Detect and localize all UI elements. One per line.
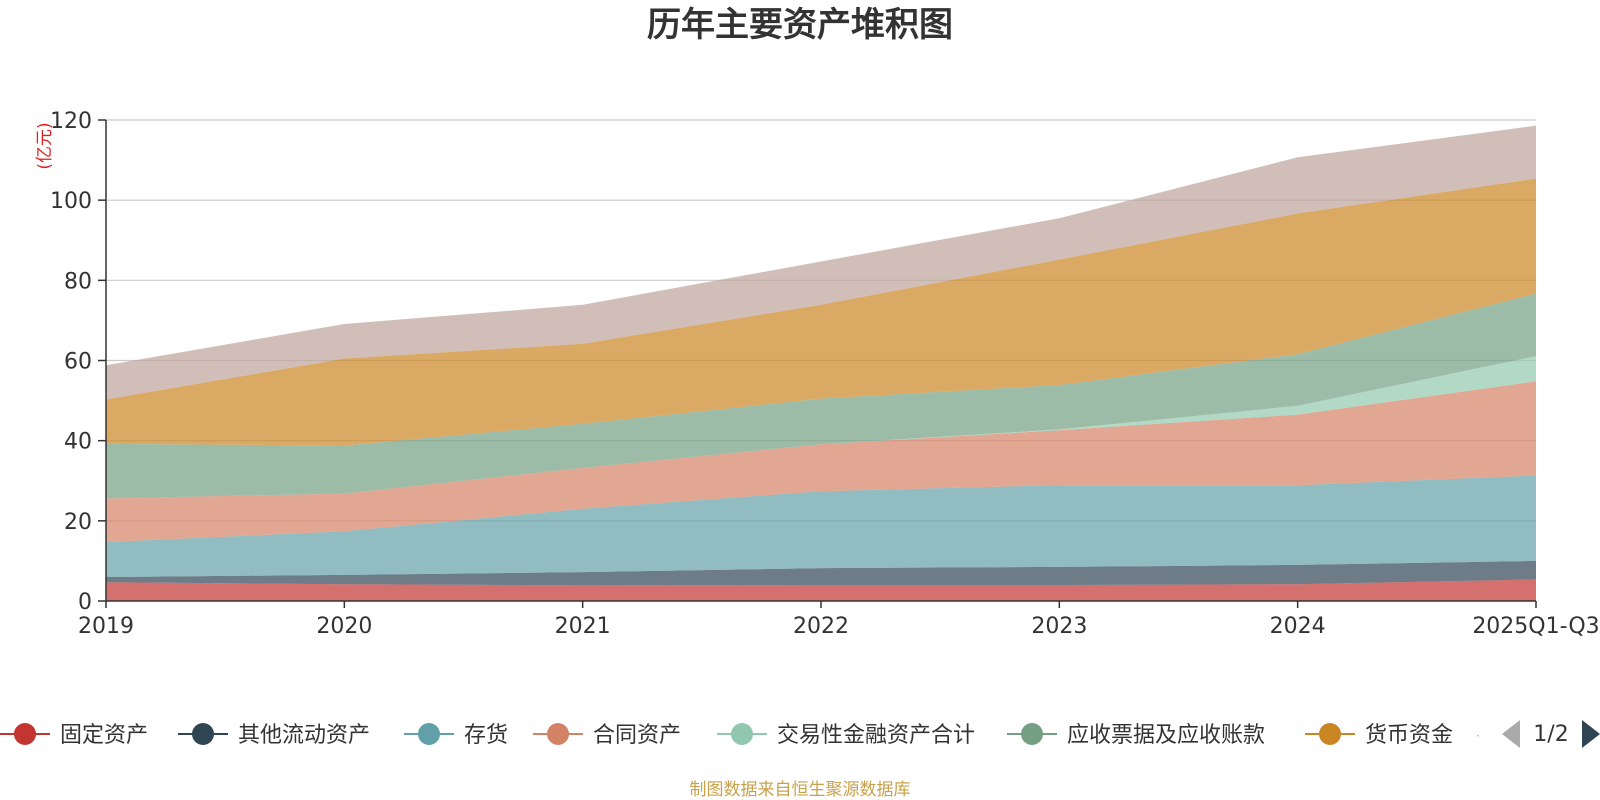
legend-label: 货币资金: [1365, 723, 1453, 748]
legend-item[interactable]: 合同资产: [533, 723, 681, 748]
y-tick-label: 80: [64, 269, 92, 294]
y-tick-label: 100: [50, 189, 92, 214]
y-tick-label: 0: [78, 590, 92, 615]
x-tick-label: 2025Q1-Q3: [1472, 614, 1599, 639]
area-0[interactable]: [106, 579, 1536, 601]
y-tick-label: 60: [64, 350, 92, 375]
legend-item[interactable]: 货币资金: [1305, 723, 1453, 748]
legend-item[interactable]: 应收票据及应收账款: [1007, 723, 1265, 748]
y-tick-label: 20: [64, 510, 92, 535]
x-ticks: 2019 2020 2021 2022 2023 2024 2025Q1-Q3: [78, 601, 1600, 639]
legend-label: 合同资产: [593, 723, 681, 748]
legend-marker: [14, 723, 36, 745]
legend-marker: [1319, 723, 1341, 745]
chart-title: 历年主要资产堆积图: [647, 5, 953, 45]
legend-page-indicator: 1/2: [1533, 722, 1568, 747]
area-1[interactable]: [106, 560, 1536, 586]
x-tick-label: 2021: [555, 614, 611, 639]
x-tick-label: 2020: [316, 614, 372, 639]
legend-item[interactable]: 固定资产: [0, 723, 148, 748]
area-2[interactable]: [106, 475, 1536, 578]
x-tick-label: 2022: [793, 614, 849, 639]
area-3[interactable]: [106, 381, 1536, 543]
x-tick-label: 2024: [1270, 614, 1326, 639]
area-series: [106, 125, 1536, 601]
legend: 固定资产 其他流动资产 存货 合同资产 交易性金融资产合计 应收票据及应收账款 货币资金 ·: [0, 723, 1480, 748]
x-tick-label: 2023: [1031, 614, 1087, 639]
data-source-note: 制图数据来自恒生聚源数据库: [690, 780, 911, 800]
legend-label: 存货: [464, 723, 508, 748]
legend-pager: 1/2: [1502, 720, 1600, 748]
legend-label: 交易性金融资产合计: [777, 723, 975, 748]
area-7[interactable]: [106, 125, 1536, 400]
x-tick-label: 2019: [78, 614, 134, 639]
area-6[interactable]: [106, 178, 1536, 446]
legend-more-dot: ·: [1476, 729, 1480, 743]
legend-next-icon[interactable]: [1582, 720, 1600, 748]
legend-label: 固定资产: [60, 723, 148, 748]
y-axis-unit: (亿元): [35, 122, 55, 169]
legend-marker: [192, 723, 214, 745]
legend-label: 其他流动资产: [238, 723, 370, 748]
legend-prev-icon[interactable]: [1502, 720, 1520, 748]
y-tick-label: 120: [50, 109, 92, 134]
y-tick-label: 40: [64, 430, 92, 455]
legend-marker: [418, 723, 440, 745]
legend-marker: [1021, 723, 1043, 745]
legend-marker: [731, 723, 753, 745]
legend-label: 应收票据及应收账款: [1067, 723, 1265, 748]
legend-marker: [547, 723, 569, 745]
y-ticks: 0 20 40 60 80 100 120: [50, 109, 106, 615]
legend-item[interactable]: 交易性金融资产合计: [717, 723, 975, 748]
legend-item[interactable]: 存货: [404, 723, 508, 748]
legend-item[interactable]: 其他流动资产: [178, 723, 370, 748]
area-5[interactable]: [106, 293, 1536, 499]
